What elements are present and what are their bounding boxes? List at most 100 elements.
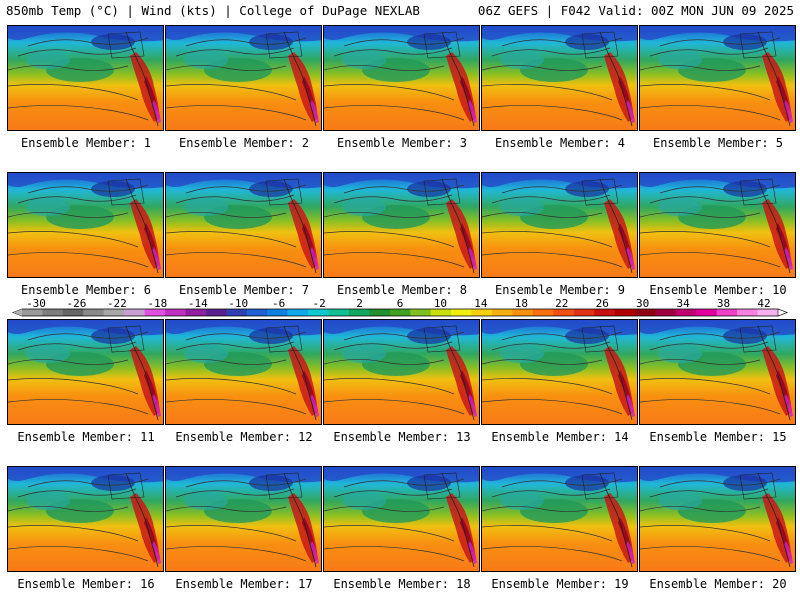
colorbar-swatch	[103, 309, 125, 316]
ensemble-member-label: Ensemble Member: 20	[649, 577, 787, 591]
ensemble-map-panel	[481, 172, 638, 278]
colorbar-tick-label: 30	[636, 298, 649, 310]
colorbar-swatch	[532, 309, 554, 316]
colorbar-swatch	[185, 309, 207, 316]
ensemble-map-panel	[639, 172, 796, 278]
colorbar-swatch	[144, 309, 166, 316]
colorbar-tick-label: 2	[356, 298, 363, 310]
colorbar-swatch	[553, 309, 574, 316]
colorbar-swatch	[430, 309, 452, 316]
colorbar-tick-label: -6	[272, 298, 285, 310]
colorbar-tick-label: 22	[555, 298, 568, 310]
ensemble-member-label: Ensemble Member: 17	[175, 577, 313, 591]
colorbar-swatch	[83, 309, 105, 316]
colorbar-tick-label: -18	[147, 298, 167, 310]
colorbar-swatch	[512, 309, 534, 316]
colorbar-swatch	[614, 309, 636, 316]
colorbar-swatch	[389, 309, 411, 316]
colorbar-swatch	[471, 309, 493, 316]
colorbar-tick-label: 18	[515, 298, 528, 310]
colorbar-swatch	[348, 309, 370, 316]
ensemble-map-panel	[639, 25, 796, 131]
colorbar-swatch	[410, 309, 431, 316]
ensemble-member-label: Ensemble Member: 2	[178, 136, 310, 150]
ensemble-member-label: Ensemble Member: 9	[494, 283, 626, 297]
ensemble-member-label: Ensemble Member: 16	[17, 577, 155, 591]
ensemble-member-label: Ensemble Member: 19	[491, 577, 629, 591]
colorbar-swatch	[451, 309, 472, 316]
ensemble-map-panel	[165, 172, 322, 278]
ensemble-member-label: Ensemble Member: 14	[491, 430, 629, 444]
ensemble-member-label: Ensemble Member: 8	[336, 283, 468, 297]
colorbar-swatch	[267, 309, 288, 316]
colorbar-tick-label: -30	[26, 298, 46, 310]
colorbar-swatch	[675, 309, 697, 316]
ensemble-member-label: Ensemble Member: 10	[649, 283, 787, 297]
colorbar-swatch	[124, 309, 145, 316]
ensemble-member-label: Ensemble Member: 15	[649, 430, 787, 444]
colorbar-tick-label: -2	[312, 298, 325, 310]
colorbar-swatch	[696, 309, 718, 316]
ensemble-map-panel	[7, 466, 164, 572]
ensemble-map-panel	[323, 319, 480, 425]
ensemble-map-panel	[323, 172, 480, 278]
ensemble-map-panel	[7, 172, 164, 278]
colorbar-swatch	[655, 309, 677, 316]
ensemble-member-label: Ensemble Member: 6	[20, 283, 152, 297]
colorbar-swatch	[42, 309, 64, 316]
colorbar-tick-label: -22	[107, 298, 127, 310]
colorbar-swatch	[634, 309, 656, 316]
colorbar-swatch	[226, 309, 248, 316]
ensemble-map-panel	[639, 319, 796, 425]
colorbar-swatch	[369, 309, 391, 316]
colorbar-swatch	[737, 309, 758, 316]
ensemble-map-panel	[481, 25, 638, 131]
ensemble-map-panel	[165, 319, 322, 425]
ensemble-member-label: Ensemble Member: 18	[333, 577, 471, 591]
colorbar-swatch	[62, 309, 84, 316]
colorbar-swatch	[287, 309, 309, 316]
colorbar-tick-label: -10	[228, 298, 248, 310]
colorbar-swatch	[716, 309, 738, 316]
ensemble-member-label: Ensemble Member: 13	[333, 430, 471, 444]
colorbar-swatch	[328, 309, 350, 316]
ensemble-map-panel	[481, 319, 638, 425]
ensemble-member-label: Ensemble Member: 5	[652, 136, 784, 150]
colorbar-swatch	[165, 309, 186, 316]
colorbar-swatch	[573, 309, 595, 316]
colorbar-tick-label: 26	[596, 298, 609, 310]
ensemble-map-panel	[165, 466, 322, 572]
ensemble-map-panel	[323, 466, 480, 572]
colorbar-swatch	[246, 309, 268, 316]
ensemble-member-label: Ensemble Member: 12	[175, 430, 313, 444]
colorbar-tick-label: 42	[757, 298, 770, 310]
ensemble-map-panel	[165, 25, 322, 131]
colorbar-swatch	[205, 309, 227, 316]
ensemble-map-panel	[639, 466, 796, 572]
colorbar-right-arrow	[777, 308, 788, 317]
ensemble-member-label: Ensemble Member: 3	[336, 136, 468, 150]
ensemble-member-label: Ensemble Member: 1	[20, 136, 152, 150]
ensemble-member-label: Ensemble Member: 4	[494, 136, 626, 150]
ensemble-map-panel	[7, 319, 164, 425]
colorbar-tick-label: -14	[188, 298, 208, 310]
header-left-title: 850mb Temp (°C) | Wind (kts) | College o…	[6, 3, 420, 18]
colorbar-tick-label: -26	[67, 298, 87, 310]
colorbar-swatch	[308, 309, 329, 316]
ensemble-member-label: Ensemble Member: 7	[178, 283, 310, 297]
colorbar-left-arrow	[13, 309, 22, 316]
colorbar-swatch	[22, 309, 43, 316]
colorbar-tick-label: 6	[397, 298, 404, 310]
colorbar-tick-label: 10	[434, 298, 447, 310]
temperature-colorbar: -30 -26 -22 -18 -14 -10 -6 -2 2 6 10 14 18 22 26 30 34 38…	[12, 298, 788, 317]
ensemble-member-label: Ensemble Member: 11	[17, 430, 155, 444]
colorbar-tick-label: 38	[717, 298, 730, 310]
ensemble-map-panel	[323, 25, 480, 131]
colorbar-swatch	[491, 309, 513, 316]
ensemble-map-panel	[7, 25, 164, 131]
colorbar-tick-label: 34	[676, 298, 690, 310]
ensemble-map-panel	[481, 466, 638, 572]
colorbar-tick-label: 14	[474, 298, 488, 310]
colorbar-swatch	[757, 309, 779, 316]
colorbar-swatch	[594, 309, 615, 316]
